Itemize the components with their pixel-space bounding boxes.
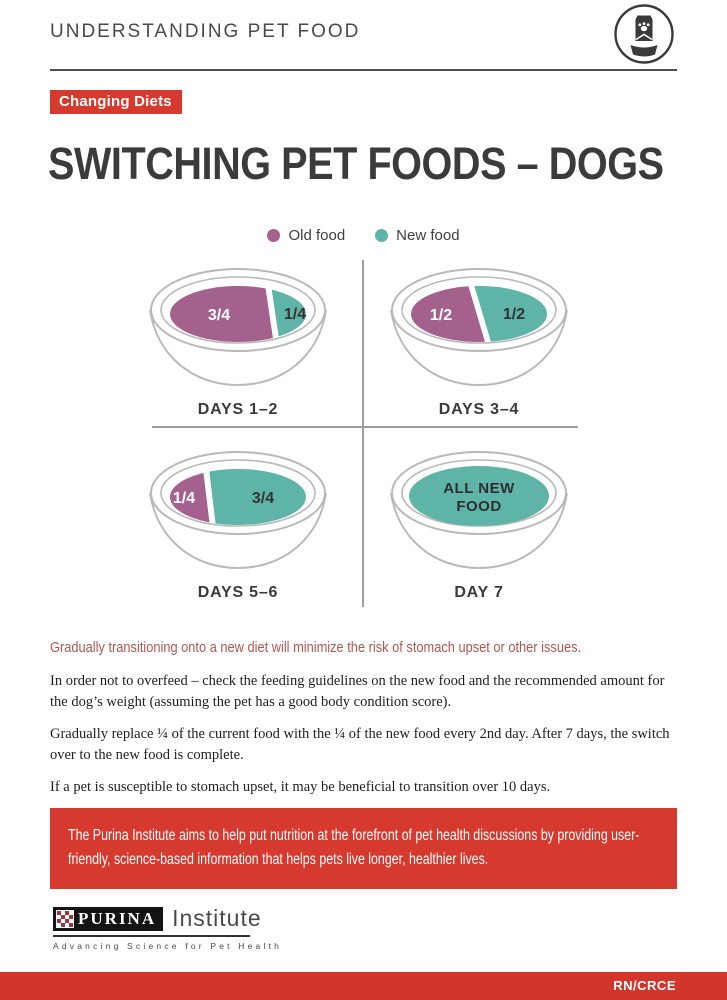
header-title: UNDERSTANDING PET FOOD — [50, 21, 361, 42]
portion-label-new: 3/4 — [252, 490, 274, 507]
page-title: SWITCHING PET FOODS – DOGS — [48, 138, 664, 189]
header-divider — [50, 69, 677, 71]
portion-label-old: 3/4 — [208, 307, 230, 324]
all-new-food-label-line2: FOOD — [456, 498, 501, 515]
checkerboard-icon — [56, 909, 74, 928]
bottom-bar: RN/CRCE — [0, 972, 727, 1000]
bowl-days-5-6: 1/4 3/4 DAYS 5–6 — [143, 447, 333, 602]
bowl-days-3-4-illustration: 1/2 1/2 — [390, 268, 568, 387]
bowl-caption: DAYS 1–2 — [197, 401, 279, 418]
bowl-days-5-6-illustration: 1/4 3/4 — [149, 451, 327, 570]
bowl-caption: DAYS 3–4 — [438, 401, 520, 418]
info-banner-text: The Purina Institute aims to help put nu… — [68, 827, 640, 869]
legend-item-new-food: New food — [375, 227, 460, 244]
body-paragraph-2: Gradually replace ¼ of the current food … — [50, 726, 670, 763]
legend-label-new-food: New food — [396, 227, 460, 244]
brand-suffix: Institute — [172, 905, 262, 931]
vertical-divider — [362, 260, 364, 607]
logo-divider — [53, 935, 250, 937]
bowls-diagram: 3/4 1/4 DAYS 1–2 1/2 1/2 DAYS 3–4 — [0, 258, 727, 612]
new-food-dot-icon — [375, 229, 389, 242]
bowl-day-7-illustration: ALL NEW FOOD — [390, 451, 568, 570]
portion-label-old: 1/4 — [173, 490, 195, 507]
bowl-day-7: ALL NEW FOOD DAY 7 — [384, 447, 574, 602]
portion-label-new: 1/4 — [284, 306, 306, 323]
bowl-days-1-2: 3/4 1/4 DAYS 1–2 — [143, 264, 333, 419]
bowl-caption: DAY 7 — [454, 584, 504, 601]
horizontal-divider — [152, 426, 578, 428]
all-new-food-label-line1: ALL NEW — [443, 480, 515, 497]
brand-name: PURINA — [78, 908, 157, 928]
legend: Old food New food — [0, 227, 727, 244]
portion-label-old: 1/2 — [430, 307, 452, 324]
bowl-days-3-4: 1/2 1/2 DAYS 3–4 — [384, 264, 574, 419]
highlight-text: Gradually transitioning onto a new diet … — [50, 639, 582, 656]
body-paragraph-3: If a pet is susceptible to stomach upset… — [50, 779, 551, 796]
doc-code: RN/CRCE — [613, 978, 676, 993]
info-banner: The Purina Institute aims to help put nu… — [50, 808, 677, 890]
legend-item-old-food: Old food — [267, 227, 345, 244]
bowl-days-1-2-illustration: 3/4 1/4 — [149, 268, 327, 387]
body-paragraph-1: In order not to overfeed – check the fee… — [50, 673, 665, 710]
portion-label-new: 1/2 — [503, 306, 525, 323]
old-food-dot-icon — [267, 229, 281, 242]
legend-label-old-food: Old food — [288, 227, 346, 244]
purina-institute-logo: PURINA Institute Advancing Science for P… — [53, 905, 282, 951]
body-text: In order not to overfeed – check the fee… — [50, 671, 672, 810]
bowl-caption: DAYS 5–6 — [197, 584, 279, 601]
logo-tagline: Advancing Science for Pet Health — [53, 941, 283, 951]
purina-brand-box: PURINA — [53, 906, 164, 931]
changing-diets-badge: Changing Diets — [50, 90, 182, 114]
pet-food-bag-bowl-icon — [614, 4, 674, 64]
